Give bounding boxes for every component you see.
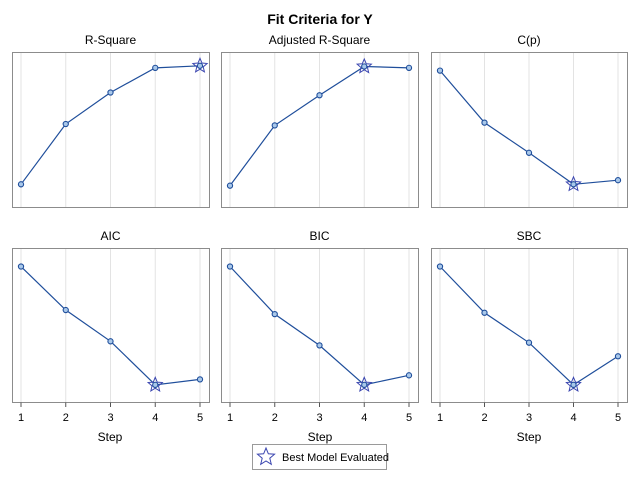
x-tick-label: 5 [406,412,412,424]
x-tick-label: 3 [107,412,113,424]
plot-frame [221,52,419,208]
data-point [361,381,368,388]
x-tick-label: 1 [227,412,233,424]
panel-title: SBC [517,229,542,243]
x-axis-label-middle: Step [308,430,333,444]
data-point [570,181,577,188]
data-point [196,376,204,383]
data-point [226,182,234,189]
best-model-star [565,175,582,192]
panel-title: Adjusted R-Square [269,33,371,47]
panel-bic: BIC 1 2 3 4 5 [221,229,419,424]
best-model-star [146,376,164,392]
x-tick-label: 1 [18,412,24,424]
best-model-star [355,376,373,392]
panel-title: BIC [309,229,329,243]
data-point [316,92,323,99]
figure-title: Fit Criteria for Y [267,11,373,27]
best-model-star [191,57,209,73]
data-point [107,89,114,96]
x-tick-label: 2 [481,412,487,424]
legend: Best Model Evaluated [252,444,389,470]
legend-label: Best Model Evaluated [282,452,389,464]
data-point [481,119,488,126]
best-model-star [565,376,582,392]
data-point [152,381,159,388]
data-point [152,64,159,71]
x-tick-label: 4 [570,412,576,424]
x-tick-label: 4 [361,412,367,424]
x-tick-label: 3 [316,412,322,424]
data-point [196,62,204,69]
data-point [17,181,25,188]
data-point [316,342,323,349]
data-point [405,64,413,71]
panel-title: AIC [100,229,120,243]
data-point [226,263,234,270]
data-point [62,120,69,128]
data-point [481,309,488,316]
x-axis-label-left: Step [98,430,123,444]
data-point [614,177,622,184]
x-tick-label: 2 [63,412,69,424]
x-tick-label: 1 [437,412,443,424]
panel-title: C(p) [517,33,540,47]
data-point [570,381,577,388]
data-point [361,63,368,70]
x-tick-label: 3 [526,412,532,424]
plot-frame [12,52,210,208]
x-axis-label-right: Step [517,430,542,444]
x-tick-label: 5 [615,412,621,424]
panel-c-p: C(p) [431,33,628,208]
data-point [271,310,278,318]
panel-title: R-Square [85,33,137,47]
panel-r-square: R-Square [12,33,210,208]
best-model-star [355,57,373,74]
data-point [405,372,413,379]
data-point [271,122,278,129]
panel-adjusted-r-square: Adjusted R-Square [221,33,419,208]
data-point [17,263,25,270]
data-point [614,353,622,360]
data-point [62,306,69,314]
panel-aic: AIC 1 2 3 4 5 [12,229,210,424]
data-point [525,149,533,156]
x-tick-label: 4 [152,412,158,424]
plot-frame [431,52,628,208]
x-tick-label: 5 [197,412,203,424]
legend-frame [252,444,387,470]
data-point [436,67,444,74]
data-point [525,339,533,346]
panel-sbc: SBC 1 2 3 4 5 [431,229,628,424]
data-point [107,338,114,345]
legend-star-icon [256,446,276,466]
data-point [436,263,444,270]
x-tick-label: 2 [272,412,278,424]
